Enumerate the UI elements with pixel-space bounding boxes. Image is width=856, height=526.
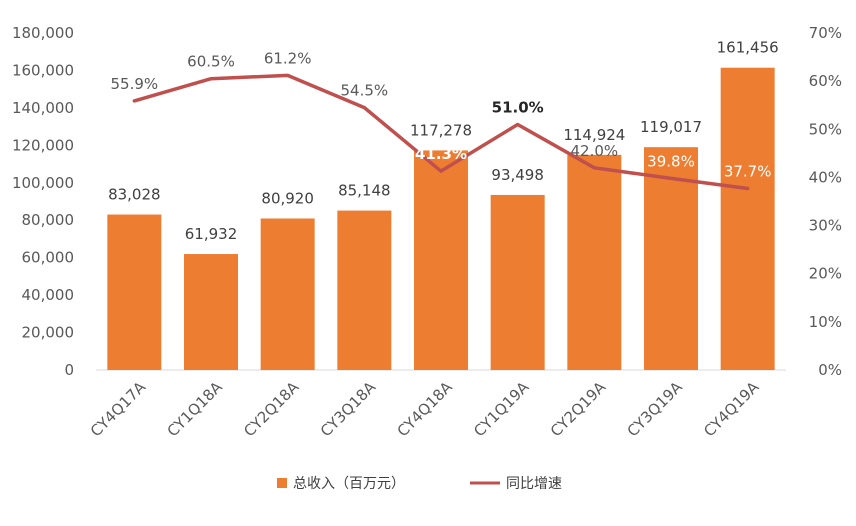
legend-bar-label: 总收入（百万元） <box>293 476 405 492</box>
line-value-label: 54.5% <box>341 82 389 100</box>
bar-series <box>107 67 775 370</box>
line-value-label: 61.2% <box>264 49 312 67</box>
y-left-tick-label: 20,000 <box>22 324 75 342</box>
y-right-tick-label: 70% <box>809 24 842 42</box>
x-category-label: CY3Q18A <box>317 378 380 441</box>
x-category-label: CY2Q19A <box>547 378 610 441</box>
y-left-tick-label: 160,000 <box>12 61 74 79</box>
x-axis-categories: CY4Q17A CY1Q18A CY2Q18A CY3Q18A CY4Q18A CY1Q1… <box>87 378 763 441</box>
line-value-label: 37.7% <box>724 163 772 181</box>
line-value-label: 41.3% <box>415 145 467 163</box>
bar-value-label: 161,456 <box>717 39 779 57</box>
x-category-label: CY3Q19A <box>624 378 687 441</box>
y-right-tick-label: 20% <box>809 265 842 283</box>
line-value-label: 60.5% <box>187 53 235 71</box>
bar-value-label: 114,924 <box>563 126 625 144</box>
bar <box>720 67 775 370</box>
bar <box>644 147 698 370</box>
y-right-tick-label: 60% <box>809 72 842 90</box>
x-category-label: CY1Q19A <box>470 378 533 441</box>
bar <box>107 214 162 370</box>
y-right-tick-label: 50% <box>809 120 842 138</box>
legend-bar-swatch <box>277 478 287 488</box>
y-axis-right: 0% 10% 20% 30% 40% 50% 60% 70% <box>809 24 842 379</box>
x-category-label: CY1Q18A <box>164 378 227 441</box>
y-left-tick-label: 0 <box>64 361 74 379</box>
x-category-label: CY2Q18A <box>240 378 303 441</box>
y-right-tick-label: 0% <box>818 361 842 379</box>
growth-line <box>132 73 750 191</box>
line-value-label: 51.0% <box>492 98 544 116</box>
y-axis-left: 0 20,000 40,000 60,000 80,000 100,000 120,000 1… <box>12 24 74 379</box>
bar <box>490 194 545 370</box>
bar <box>260 218 315 370</box>
bar-value-label: 80,920 <box>261 189 314 207</box>
line-value-labels: 55.9% 60.5% 61.2% 54.5% 41.3% 51.0% 42.0% 39.8%… <box>111 49 772 180</box>
bar <box>414 150 468 370</box>
y-left-tick-label: 140,000 <box>12 99 74 117</box>
x-category-label: CY4Q18A <box>394 378 457 441</box>
y-left-tick-label: 180,000 <box>12 24 74 42</box>
bar-value-label: 85,148 <box>338 182 391 200</box>
bar-value-label: 119,017 <box>640 118 702 136</box>
y-left-tick-label: 100,000 <box>12 174 74 192</box>
bar-value-label: 117,278 <box>410 121 472 139</box>
bar <box>184 254 238 370</box>
legend: 总收入（百万元） 同比增速 <box>277 476 562 492</box>
y-left-tick-label: 40,000 <box>22 286 75 304</box>
line-value-label: 42.0% <box>571 142 619 160</box>
y-left-tick-label: 120,000 <box>12 136 74 154</box>
bar <box>567 154 622 370</box>
bar-value-labels: 83,028 61,932 80,920 85,148 117,278 93,498 114… <box>108 39 779 243</box>
y-right-tick-label: 30% <box>809 217 842 235</box>
line-value-label: 55.9% <box>111 75 159 93</box>
line-value-label: 39.8% <box>647 152 695 170</box>
bar <box>337 210 392 370</box>
line-series <box>132 73 750 191</box>
bar-value-label: 61,932 <box>185 225 238 243</box>
x-category-label: CY4Q19A <box>700 378 763 441</box>
bar-value-label: 93,498 <box>491 166 544 184</box>
y-left-tick-label: 80,000 <box>22 211 75 229</box>
legend-line-label: 同比增速 <box>506 476 562 492</box>
y-right-tick-label: 40% <box>809 168 842 186</box>
y-right-tick-label: 10% <box>809 313 842 331</box>
y-left-tick-label: 60,000 <box>22 249 75 267</box>
x-category-label: CY4Q17A <box>87 378 150 441</box>
bar-value-label: 83,028 <box>108 186 161 204</box>
